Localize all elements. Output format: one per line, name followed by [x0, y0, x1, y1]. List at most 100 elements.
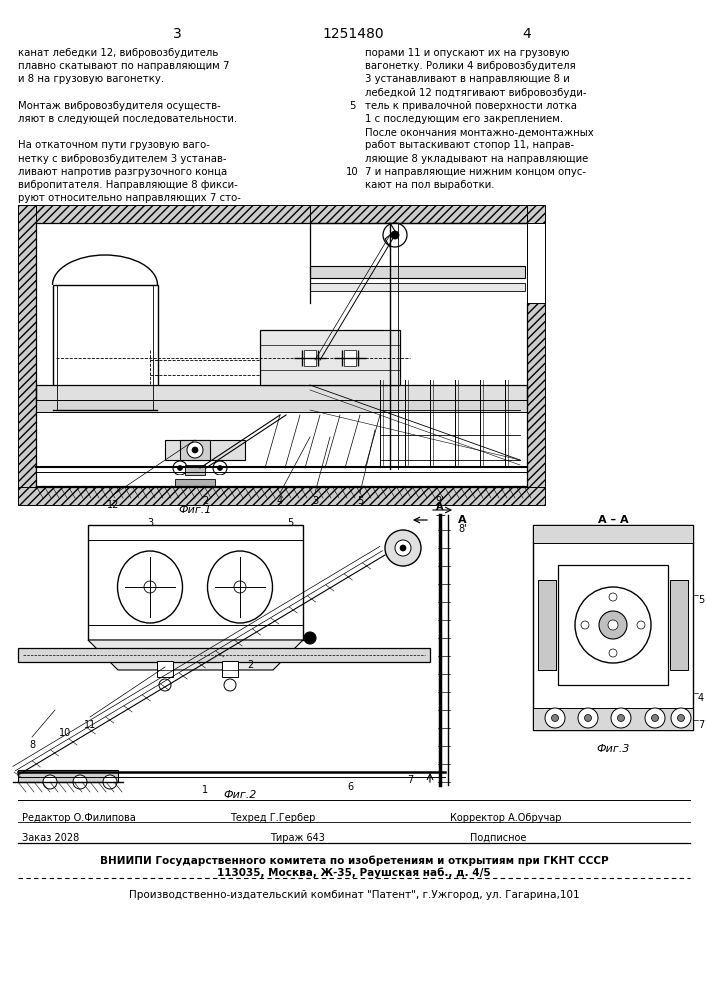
Circle shape [599, 611, 627, 639]
Circle shape [304, 632, 316, 644]
Text: руют относительно направляющих 7 сто-: руют относительно направляющих 7 сто- [18, 193, 241, 203]
Bar [310, 283, 525, 291]
Circle shape [159, 679, 171, 691]
Circle shape [213, 461, 227, 475]
Text: После окончания монтажно-демонтажных: После окончания монтажно-демонтажных [365, 127, 594, 137]
Circle shape [383, 223, 407, 247]
Text: Подписное: Подписное [470, 833, 527, 843]
Text: плавно скатывают по направляющим 7: плавно скатывают по направляющим 7 [18, 61, 230, 71]
Circle shape [391, 231, 399, 239]
Circle shape [400, 545, 406, 551]
Text: 5: 5 [349, 101, 355, 111]
Bar [88, 525, 303, 640]
Text: 9': 9' [436, 496, 444, 506]
Circle shape [218, 466, 223, 471]
Bar [533, 708, 693, 730]
Circle shape [609, 593, 617, 601]
Text: 7 и направляющие нижним концом опус-: 7 и направляющие нижним концом опус- [365, 167, 586, 177]
Circle shape [43, 775, 57, 789]
Bar [260, 330, 400, 385]
Text: порами 11 и опускают их на грузовую: порами 11 и опускают их на грузовую [365, 48, 569, 58]
Bar [18, 205, 36, 487]
Circle shape [609, 649, 617, 657]
Text: вагонетку. Ролики 4 вибровозбудителя: вагонетку. Ролики 4 вибровозбудителя [365, 61, 575, 71]
Text: 5: 5 [357, 496, 363, 506]
Circle shape [578, 708, 598, 728]
Bar [165, 440, 245, 460]
Bar [344, 350, 356, 366]
Bar [18, 205, 545, 223]
Text: 3: 3 [173, 27, 182, 41]
Bar [18, 487, 545, 505]
Text: 1251480: 1251480 [322, 27, 384, 41]
Circle shape [395, 540, 411, 556]
Circle shape [73, 775, 87, 789]
Bar [527, 285, 545, 487]
Text: Фиг.2: Фиг.2 [223, 790, 257, 800]
Text: 2: 2 [202, 496, 208, 506]
Circle shape [192, 447, 198, 453]
Text: Тираж 643: Тираж 643 [270, 833, 325, 843]
Circle shape [385, 530, 421, 566]
Text: 3: 3 [312, 496, 318, 506]
Ellipse shape [207, 551, 272, 623]
Text: 1: 1 [202, 785, 208, 795]
Text: кают на пол выработки.: кают на пол выработки. [365, 180, 494, 190]
Text: нетку с вибровозбудителем 3 устанав-: нетку с вибровозбудителем 3 устанав- [18, 154, 226, 164]
Bar [36, 385, 527, 403]
Ellipse shape [117, 551, 182, 623]
Text: вибропитателя. Направляющие 8 фикси-: вибропитателя. Направляющие 8 фикси- [18, 180, 238, 190]
Bar [157, 661, 173, 677]
Circle shape [187, 442, 203, 458]
Text: 7: 7 [407, 775, 413, 785]
Circle shape [645, 708, 665, 728]
Text: работ вытаскивают стопор 11, направ-: работ вытаскивают стопор 11, направ- [365, 140, 574, 150]
Text: ляют в следующей последовательности.: ляют в следующей последовательности. [18, 114, 237, 124]
Text: 12: 12 [107, 500, 119, 510]
Text: Монтаж вибровозбудителя осуществ-: Монтаж вибровозбудителя осуществ- [18, 101, 221, 111]
Circle shape [545, 708, 565, 728]
Text: 4: 4 [522, 27, 532, 41]
Bar [558, 565, 668, 685]
Text: 113035, Москва, Ж-35, Раушская наб., д. 4/5: 113035, Москва, Ж-35, Раушская наб., д. … [217, 867, 491, 878]
Text: 4: 4 [277, 496, 283, 506]
Text: тель к привалочной поверхности лотка: тель к привалочной поверхности лотка [365, 101, 577, 111]
Text: 5: 5 [287, 518, 293, 528]
Text: Заказ 2028: Заказ 2028 [22, 833, 79, 843]
Text: канат лебедки 12, вибровозбудитель: канат лебедки 12, вибровозбудитель [18, 48, 218, 58]
Text: 6: 6 [347, 782, 353, 792]
Text: A: A [436, 502, 444, 512]
Text: На откаточном пути грузовую ваго-: На откаточном пути грузовую ваго- [18, 140, 210, 150]
Circle shape [103, 775, 117, 789]
Text: 5: 5 [698, 595, 704, 605]
Circle shape [177, 466, 182, 471]
Text: ВНИИПИ Государственного комитета по изобретениям и открытиям при ГКНТ СССР: ВНИИПИ Государственного комитета по изоб… [100, 855, 608, 865]
Bar [533, 525, 693, 730]
Bar [180, 440, 210, 460]
Text: ливают напротив разгрузочного конца: ливают напротив разгрузочного конца [18, 167, 227, 177]
Text: 8': 8' [458, 524, 467, 534]
Circle shape [637, 621, 645, 629]
Bar [18, 648, 430, 662]
Text: 4: 4 [698, 693, 704, 703]
Bar [527, 223, 545, 303]
Bar [310, 266, 525, 278]
Bar [538, 580, 556, 670]
Text: Техред Г.Гербер: Техред Г.Гербер [230, 813, 315, 823]
Circle shape [651, 714, 658, 722]
Text: ляющие 8 укладывают на направляющие: ляющие 8 укладывают на направляющие [365, 154, 588, 164]
Bar [53, 285, 158, 410]
Bar [36, 400, 527, 412]
Text: —: — [435, 510, 445, 520]
Text: и 8 на грузовую вагонетку.: и 8 на грузовую вагонетку. [18, 74, 164, 84]
Circle shape [677, 714, 684, 722]
Bar [533, 525, 693, 543]
Bar [304, 350, 316, 366]
Text: Редактор О.Филипова: Редактор О.Филипова [22, 813, 136, 823]
Bar [310, 205, 527, 223]
Circle shape [608, 620, 618, 630]
Text: A: A [458, 515, 467, 525]
Circle shape [144, 581, 156, 593]
Circle shape [585, 714, 592, 722]
Text: 3 устанавливают в направляющие 8 и: 3 устанавливают в направляющие 8 и [365, 74, 570, 84]
